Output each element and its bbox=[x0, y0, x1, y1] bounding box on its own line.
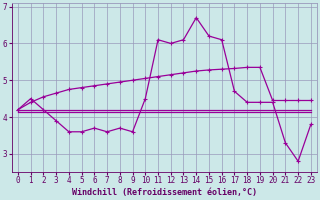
X-axis label: Windchill (Refroidissement éolien,°C): Windchill (Refroidissement éolien,°C) bbox=[72, 188, 257, 197]
